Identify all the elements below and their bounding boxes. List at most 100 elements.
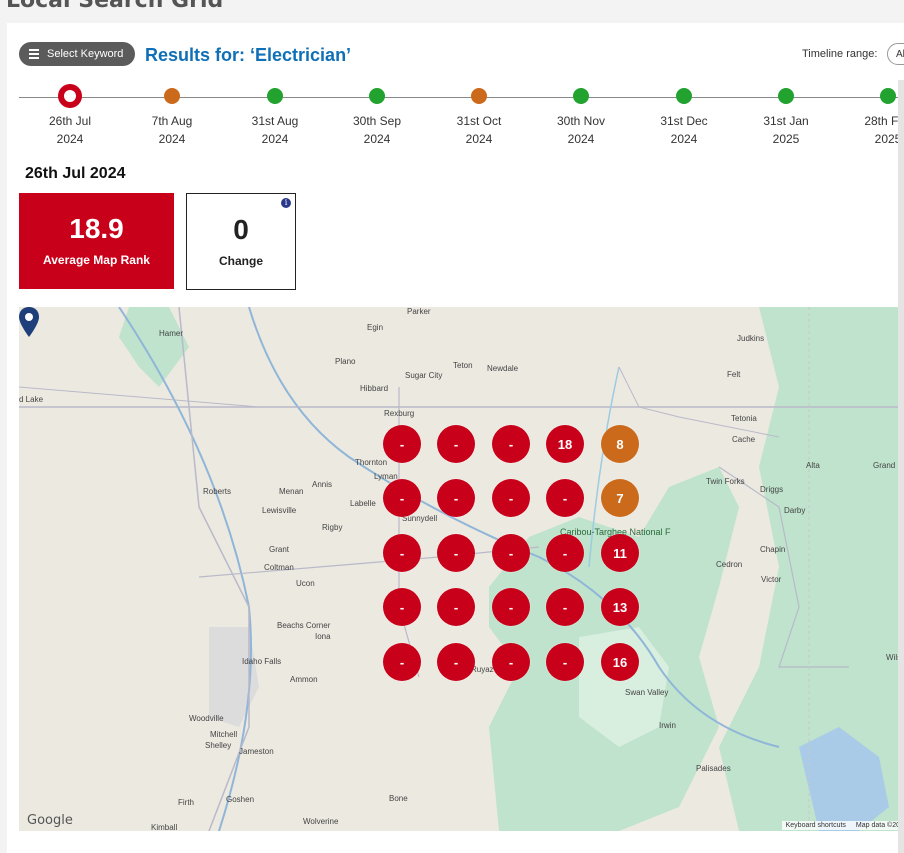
place-label: Cedron [716,560,743,569]
place-label: Grand [873,461,896,470]
place-label: Alta [806,461,820,470]
rank-marker[interactable]: - [383,643,421,681]
timeline-item[interactable]: 7th Aug 2024 [132,88,212,148]
timeline-dot[interactable] [369,88,385,104]
timeline-item[interactable]: 30th Sep 2024 [337,88,417,148]
timeline-dot[interactable] [676,88,692,104]
rank-marker[interactable]: - [383,588,421,626]
timeline-dot[interactable] [58,84,82,108]
timeline-line [19,97,904,98]
timeline-date: 31st Oct 2024 [456,114,502,146]
place-label: Newdale [487,364,519,373]
rank-marker[interactable]: 18 [546,425,584,463]
rank-marker[interactable]: - [492,588,530,626]
place-label: Coltman [264,563,294,572]
timeline-date: 7th Aug 2024 [151,114,193,146]
selected-date: 26th Jul 2024 [25,165,126,182]
place-label: Rigby [322,523,343,532]
place-label: Iona [315,632,331,641]
info-icon[interactable]: i [281,198,291,208]
rank-marker[interactable]: - [492,425,530,463]
timeline-range-label: Timeline range: [802,48,878,60]
place-label: Palisades [696,764,731,773]
place-label: Sugar City [405,371,443,380]
place-label: Ammon [290,675,318,684]
place-label: Victor [761,575,782,584]
list-icon [29,47,39,61]
place-label: Cache [732,435,756,444]
rank-marker[interactable]: - [437,588,475,626]
timeline-dot[interactable] [573,88,589,104]
timeline-date: 31st Jan 2025 [763,114,809,146]
timeline-item[interactable]: 31st Dec 2024 [644,88,724,148]
place-label: Idaho Falls [242,657,282,666]
rank-marker[interactable]: - [546,588,584,626]
rank-marker[interactable]: 11 [601,534,639,572]
page-heading: Local Search Grid [6,0,224,13]
map[interactable]: Hamer Egin Parker Plano Teton Newdale Sugar Ci… [19,307,904,831]
timeline-date: 31st Dec 2024 [660,114,708,146]
place-label: Parker [407,307,431,316]
rank-marker[interactable]: - [437,479,475,517]
rank-marker[interactable]: - [546,643,584,681]
scrollbar[interactable] [898,80,904,853]
timeline-dot[interactable] [164,88,180,104]
timeline-item[interactable]: 30th Nov 2024 [541,88,621,148]
select-keyword-button[interactable]: Select Keyword [19,42,136,66]
google-logo: Google [27,813,73,828]
timeline-dot[interactable] [471,88,487,104]
place-label: Egin [367,323,384,332]
change-value: 0 [233,214,249,245]
rank-marker[interactable]: 16 [601,643,639,681]
rank-marker[interactable]: - [383,534,421,572]
place-label: Darby [784,506,806,515]
timeline-date: 26th Jul 2024 [48,114,92,146]
timeline-range-select[interactable]: All [887,43,904,65]
place-label: Shelley [205,741,232,750]
rank-marker[interactable]: 7 [601,479,639,517]
rank-marker[interactable]: - [383,479,421,517]
place-label: Firth [178,798,194,807]
place-label: Labelle [350,499,376,508]
rank-marker[interactable]: - [492,534,530,572]
timeline-item[interactable]: 31st Oct 2024 [439,88,519,148]
rank-marker[interactable]: - [546,479,584,517]
place-label: Hibbard [360,384,389,393]
timeline-dot[interactable] [880,88,896,104]
rank-marker[interactable]: 13 [601,588,639,626]
rank-marker[interactable]: - [546,534,584,572]
place-label: Wils [886,653,902,662]
place-label: Driggs [760,485,784,494]
place-label: Judkins [737,334,765,343]
place-label: Beachs Corner [277,621,331,630]
map-background [19,307,904,831]
place-label: Kimball [151,823,178,831]
average-rank-label: Average Map Rank [43,253,150,267]
rank-marker[interactable]: - [437,643,475,681]
rank-marker[interactable]: - [437,425,475,463]
rank-marker[interactable]: - [437,534,475,572]
place-label: Irwin [659,721,676,730]
location-pin-icon[interactable] [19,307,39,337]
timeline-date: 30th Sep 2024 [352,114,402,146]
place-label: Twin Forks [706,477,745,486]
keyboard-shortcuts-link[interactable]: Keyboard shortcuts [785,822,846,829]
place-label: Ruyaz [471,665,494,674]
place-label: Roberts [203,487,232,496]
timeline-dot[interactable] [267,88,283,104]
timeline-item[interactable]: 31st Aug 2024 [235,88,315,148]
place-label: Plano [335,357,356,366]
rank-marker[interactable]: - [492,643,530,681]
timeline-item[interactable]: 31st Jan 2025 [746,88,826,148]
rank-marker[interactable]: 8 [601,425,639,463]
place-label: Ucon [296,579,315,588]
timeline-item[interactable]: 26th Jul 2024 [30,84,110,148]
place-label: Woodville [189,714,224,723]
change-card: i 0 Change [186,193,296,290]
timeline-item[interactable]: 28th Feb2025 [848,88,904,148]
rank-marker[interactable]: - [383,425,421,463]
timeline-dot[interactable] [778,88,794,104]
map-attribution: Keyboard shortcuts Map data ©20 [781,821,904,830]
rank-marker[interactable]: - [492,479,530,517]
place-label: Lyman [374,472,398,481]
